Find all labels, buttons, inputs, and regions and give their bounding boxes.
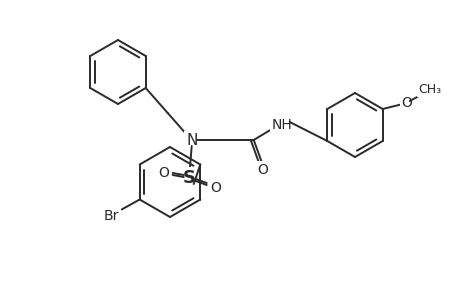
Text: O: O [400,96,411,110]
Text: O: O [257,163,268,177]
Text: O: O [158,166,169,180]
Text: CH₃: CH₃ [417,82,440,95]
Text: Br: Br [104,209,119,224]
Text: S: S [183,169,196,187]
Text: NH: NH [271,118,291,132]
Text: N: N [185,133,197,148]
Text: O: O [210,181,221,195]
